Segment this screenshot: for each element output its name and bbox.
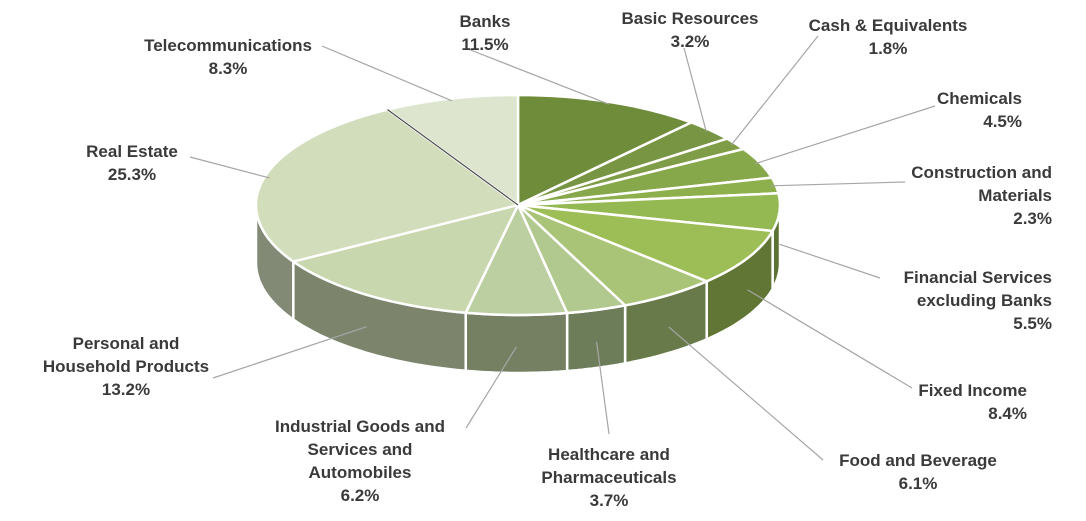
slice-label-5: Financial Services excluding Banks 5.5% (904, 268, 1052, 333)
slice-label-10: Personal and Household Products 13.2% (43, 334, 209, 399)
leader-line-2 (730, 35, 819, 146)
pie-slice-10 (292, 203, 520, 315)
leader-line-8 (596, 341, 610, 435)
slice-label-11: Real Estate 25.3% (86, 142, 178, 184)
leader-line-4 (770, 181, 906, 187)
pie-side-8 (565, 304, 627, 373)
slice-label-7: Food and Beverage 6.1% (839, 451, 997, 493)
slice-label-9: Industrial Goods and Services and Automobi… (275, 417, 445, 505)
leader-line-10 (212, 326, 367, 379)
slice-label-3: Chemicals 4.5% (937, 89, 1022, 131)
slice-label-1: Basic Resources 3.2% (621, 9, 758, 51)
leader-line-11 (189, 156, 270, 179)
slice-label-6: Fixed Income 8.4% (918, 381, 1027, 423)
leader-line-12 (321, 45, 453, 102)
pie-top-faces (254, 93, 782, 317)
pie-slice-12 (386, 93, 520, 207)
leader-lines (189, 35, 936, 461)
leader-line-9 (465, 346, 517, 429)
pie-slice-11 (254, 108, 520, 263)
leader-line-3 (755, 105, 936, 165)
pie-side-9 (464, 311, 569, 375)
slice-label-4: Construction and Materials 2.3% (911, 163, 1052, 228)
leader-line-0 (467, 48, 610, 105)
slice-labels: Banks 11.5% Basic Resources 3.2% Cash & Equi… (43, 9, 1052, 510)
pie-side-walls (254, 203, 782, 375)
slice-divider-line (387, 109, 519, 206)
slice-label-0: Banks 11.5% (459, 12, 510, 54)
leader-line-5 (779, 243, 881, 279)
slice-label-2: Cash & Equivalents 1.8% (809, 16, 968, 58)
pie-slice-0 (516, 93, 693, 207)
slice-label-12: Telecommunications 8.3% (144, 36, 312, 78)
slice-label-8: Healthcare and Pharmaceuticals 3.7% (541, 445, 676, 510)
leader-line-7 (668, 326, 824, 461)
leader-line-1 (683, 47, 707, 132)
pie-slice-6 (516, 203, 774, 283)
leader-line-6 (747, 289, 913, 389)
